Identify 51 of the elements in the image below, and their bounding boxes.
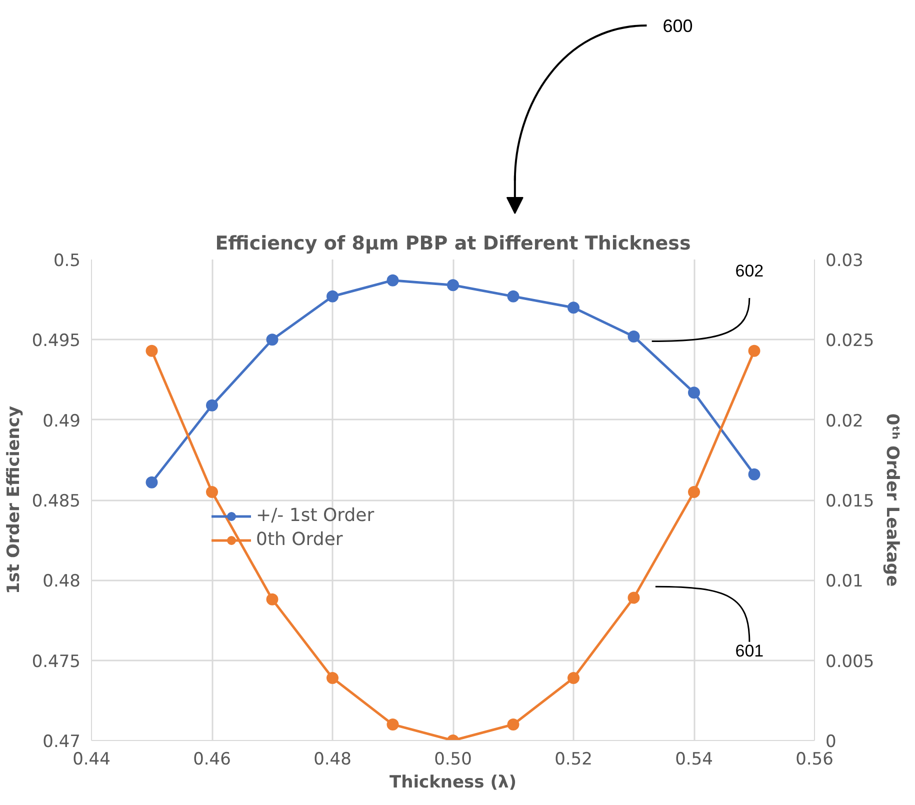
y2-tick-label: 0.02 [826, 411, 864, 432]
point [266, 593, 278, 606]
chart-title: Efficiency of 8µm PBP at Different Thickness [215, 232, 691, 254]
point [206, 486, 218, 498]
point [146, 344, 158, 357]
point [266, 334, 278, 346]
point [146, 476, 158, 488]
point [206, 399, 218, 412]
x-tick-label: 0.46 [193, 750, 231, 770]
point [748, 344, 760, 357]
y2-axis-title: 0ᵗʰ Order Leakage [882, 413, 902, 587]
point [507, 290, 520, 302]
y2-tick-label: 0.025 [826, 331, 874, 352]
y2-tick-label: 0 [826, 732, 836, 752]
x-tick-label: 0.44 [72, 750, 110, 770]
point [628, 330, 640, 342]
point [326, 290, 338, 302]
legend-label: 0th Order [256, 529, 343, 550]
x-tick-label: 0.48 [314, 750, 352, 770]
point [386, 718, 399, 730]
point [568, 672, 580, 684]
legend-label: +/- 1st Order [256, 505, 374, 526]
point [507, 718, 520, 730]
y-tick-label: 0.49 [42, 411, 81, 432]
y2-tick-label: 0.03 [826, 251, 864, 271]
x-tick-label: 0.52 [554, 750, 592, 770]
x-axis-title: Thickness (λ) [390, 772, 517, 792]
x-tick-label: 0.54 [675, 750, 713, 770]
x-tick-label: 0.56 [796, 750, 834, 770]
y2-tick-label: 0.01 [826, 572, 864, 592]
annotation: 601 [735, 641, 764, 660]
point [447, 279, 459, 292]
y2-tick-label: 0.015 [826, 492, 874, 512]
y-tick-label: 0.5 [53, 251, 81, 271]
y-tick-label: 0.47 [42, 732, 81, 752]
y-axis-title: 1st Order Efficiency [4, 406, 24, 594]
y-tick-label: 0.475 [32, 652, 81, 672]
y2-tick-label: 0.005 [826, 652, 874, 672]
y-tick-label: 0.495 [32, 331, 81, 352]
point [386, 274, 399, 286]
point [628, 592, 640, 604]
point [748, 468, 760, 480]
annotation: 602 [735, 261, 764, 280]
point [688, 486, 700, 498]
point [688, 386, 700, 399]
point [568, 302, 580, 314]
point [326, 672, 338, 684]
y-tick-label: 0.485 [32, 492, 81, 512]
x-tick-label: 0.50 [434, 750, 472, 770]
y-tick-label: 0.48 [42, 572, 81, 592]
text: 600 [662, 16, 693, 36]
